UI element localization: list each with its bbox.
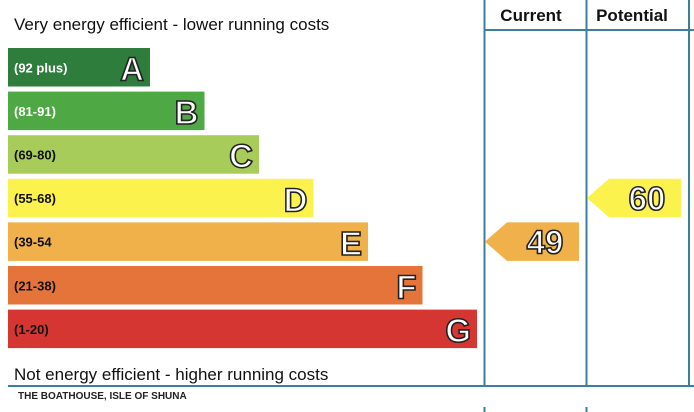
- band-letter-d: D: [284, 181, 308, 218]
- property-label: THE BOATHOUSE, ISLE OF SHUNA: [18, 391, 187, 402]
- current-rating-arrow: [485, 222, 579, 261]
- band-range-d: (55-68): [14, 191, 56, 206]
- band-bar-a: [8, 48, 150, 87]
- band-bar-g: [8, 309, 477, 349]
- current-header: Current: [500, 6, 562, 25]
- band-range-a: (92 plus): [14, 60, 67, 75]
- band-letter-a: A: [120, 51, 144, 88]
- band-range-e: (39-54: [14, 235, 52, 250]
- band-letter-e: E: [340, 225, 362, 262]
- band-bar-f: [8, 266, 423, 305]
- band-letter-b: B: [175, 94, 199, 131]
- band-letter-f: F: [396, 269, 416, 306]
- band-letter-c: C: [229, 138, 253, 175]
- band-range-f: (21-38): [14, 278, 56, 293]
- bottom-note: Not energy efficient - higher running co…: [14, 365, 328, 384]
- potential-rating-arrow: [587, 178, 681, 218]
- top-note: Very energy efficient - lower running co…: [14, 15, 329, 34]
- band-bar-c: [8, 135, 259, 174]
- band-range-b: (81-91): [14, 104, 56, 119]
- rating-bands: (92 plus) A (81-91) B (69-80) C (55-68) D (39-54…: [8, 48, 477, 350]
- band-letter-g: G: [445, 312, 471, 349]
- current-rating-value: 49: [527, 224, 564, 261]
- band-range-g: (1-20): [14, 322, 49, 337]
- rating-markers: 49 60: [485, 178, 681, 261]
- band-bar-e: [8, 222, 368, 261]
- band-bar-b: [8, 91, 205, 131]
- potential-header: Potential: [596, 6, 668, 25]
- potential-rating-value: 60: [629, 180, 666, 217]
- band-range-c: (69-80): [14, 147, 56, 162]
- band-bar-d: [8, 178, 314, 218]
